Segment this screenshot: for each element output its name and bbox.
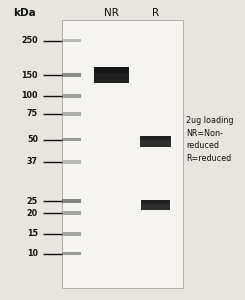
Text: 50: 50 bbox=[27, 135, 38, 144]
Bar bbox=[141, 200, 170, 210]
Bar bbox=[62, 137, 81, 141]
Bar bbox=[62, 112, 81, 116]
Text: kDa: kDa bbox=[13, 8, 36, 19]
Bar bbox=[62, 251, 81, 256]
Bar bbox=[62, 199, 81, 203]
Text: NR: NR bbox=[104, 8, 119, 19]
Bar bbox=[141, 200, 170, 204]
Text: 20: 20 bbox=[27, 208, 38, 217]
Bar bbox=[62, 20, 183, 288]
Bar bbox=[140, 136, 171, 147]
Bar bbox=[62, 38, 81, 42]
Bar bbox=[62, 211, 81, 215]
Text: 100: 100 bbox=[22, 92, 38, 100]
Text: 25: 25 bbox=[27, 196, 38, 206]
Bar bbox=[140, 136, 171, 140]
Text: 15: 15 bbox=[27, 230, 38, 238]
Bar bbox=[62, 94, 81, 98]
Text: R: R bbox=[152, 8, 159, 19]
Bar bbox=[94, 67, 129, 83]
Bar bbox=[62, 73, 81, 77]
Text: 250: 250 bbox=[21, 36, 38, 45]
Text: 37: 37 bbox=[27, 158, 38, 166]
Bar bbox=[62, 160, 81, 164]
Bar bbox=[94, 67, 129, 73]
Text: 10: 10 bbox=[27, 249, 38, 258]
Text: 2ug loading
NR=Non-
reduced
R=reduced: 2ug loading NR=Non- reduced R=reduced bbox=[186, 116, 234, 163]
Text: 75: 75 bbox=[27, 110, 38, 118]
Text: 150: 150 bbox=[22, 70, 38, 80]
Bar bbox=[62, 232, 81, 236]
